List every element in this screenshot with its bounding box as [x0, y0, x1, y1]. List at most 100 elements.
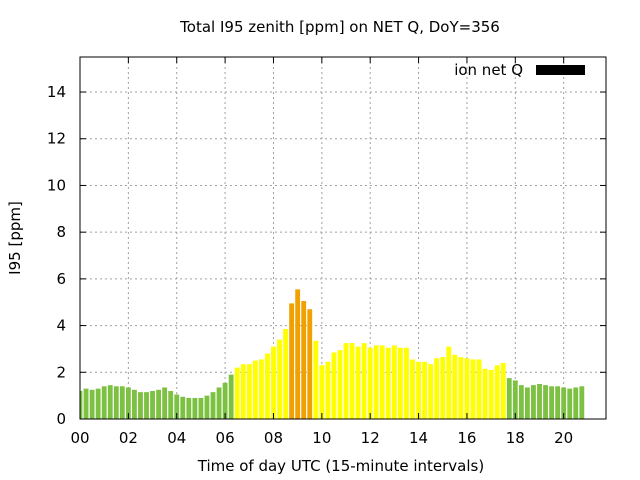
bar-45: [349, 343, 355, 419]
y-tick-label-5: 10: [47, 176, 66, 194]
bar-83: [579, 386, 585, 419]
bar-32: [271, 346, 276, 419]
x-tick-labels: 00 02 04 06 08 10 12 14 16 18 20: [70, 429, 573, 447]
bar-68: [488, 369, 494, 419]
y-axis-label: I95 [ppm]: [6, 201, 24, 275]
bar-3: [95, 388, 101, 419]
bar-57: [422, 361, 428, 419]
bar-77: [543, 385, 548, 419]
bar-17: [180, 396, 186, 419]
bar-64: [464, 358, 470, 419]
bar-14: [162, 387, 168, 419]
bar-16: [174, 394, 180, 419]
bar-41: [325, 361, 331, 419]
bar-81: [567, 388, 573, 419]
bar-22: [210, 392, 216, 419]
legend-label: ion net Q: [454, 61, 523, 79]
bars: [80, 289, 585, 419]
plot-frame: [79, 56, 607, 420]
bar-9: [132, 389, 137, 419]
bar-25: [228, 374, 234, 419]
y-tick-label-4: 8: [56, 223, 66, 241]
bar-33: [277, 339, 282, 419]
bar-58: [428, 364, 434, 419]
bar-18: [186, 397, 192, 419]
bar-44: [343, 343, 349, 419]
bar-67: [482, 368, 488, 419]
bar-65: [470, 359, 476, 419]
bar-55: [410, 359, 415, 419]
legend: ion net Q: [454, 61, 585, 79]
bar-74: [524, 387, 530, 419]
bar-50: [379, 345, 385, 419]
bar-30: [258, 359, 264, 419]
x-axis-label: Time of day UTC (15-minute intervals): [197, 457, 484, 475]
bar-82: [573, 387, 579, 419]
bar-76: [537, 383, 542, 419]
bar-6: [113, 386, 119, 419]
chart-title: Total I95 zenith [ppm] on NET Q, DoY=356: [179, 18, 500, 36]
bar-21: [204, 395, 210, 419]
bar-8: [125, 387, 131, 419]
bar-59: [434, 358, 440, 419]
bar-13: [156, 389, 162, 419]
bar-35: [289, 303, 295, 419]
bar-38: [307, 309, 313, 419]
bar-52: [391, 345, 397, 419]
bar-15: [168, 390, 174, 419]
bar-51: [385, 347, 391, 419]
bar-80: [561, 387, 567, 419]
bar-20: [198, 397, 204, 419]
x-tick-label-6: 12: [361, 429, 380, 447]
y-tick-label-2: 4: [56, 317, 66, 335]
bar-36: [295, 289, 301, 419]
bar-47: [361, 343, 367, 419]
x-tick-label-7: 14: [409, 429, 428, 447]
bar-43: [337, 350, 343, 419]
bar-61: [446, 346, 452, 419]
x-tick-label-10: 20: [554, 429, 573, 447]
x-tick-label-2: 04: [167, 429, 186, 447]
bar-49: [373, 345, 379, 419]
bar-40: [319, 365, 325, 419]
bar-2: [89, 389, 95, 419]
bar-27: [240, 364, 246, 419]
bar-39: [313, 340, 319, 419]
x-tick-label-5: 10: [312, 429, 331, 447]
x-tick-label-8: 16: [457, 429, 476, 447]
y-tick-labels: 0 2 4 6 8 10 12 14: [47, 83, 66, 428]
bar-54: [404, 347, 409, 419]
bar-63: [458, 357, 464, 419]
bar-62: [452, 354, 458, 419]
y-tick-label-6: 12: [47, 130, 66, 148]
bar-48: [367, 347, 373, 419]
x-tick-label-9: 18: [506, 429, 525, 447]
grid-lines: [80, 57, 606, 419]
bar-11: [144, 392, 149, 419]
bar-7: [119, 386, 125, 419]
bar-34: [283, 329, 288, 419]
bar-5: [107, 385, 113, 419]
bar-46: [355, 346, 361, 419]
bar-31: [265, 353, 270, 419]
bar-42: [331, 352, 337, 419]
legend-swatch: [536, 65, 585, 75]
bar-1: [83, 388, 89, 419]
y-tick-label-3: 6: [56, 270, 66, 288]
bar-26: [234, 367, 240, 419]
x-tick-label-1: 02: [119, 429, 138, 447]
y-tick-label-1: 2: [56, 363, 66, 381]
y-tick-label-7: 14: [47, 83, 66, 101]
bar-28: [246, 364, 252, 419]
bar-4: [101, 386, 107, 419]
bar-12: [150, 390, 155, 419]
bar-66: [476, 359, 482, 419]
bar-78: [549, 386, 555, 419]
bar-24: [222, 382, 228, 419]
bar-73: [518, 385, 524, 419]
tick-marks: [79, 57, 606, 420]
bar-70: [500, 362, 506, 419]
bar-19: [192, 397, 198, 419]
x-tick-label-3: 06: [216, 429, 235, 447]
